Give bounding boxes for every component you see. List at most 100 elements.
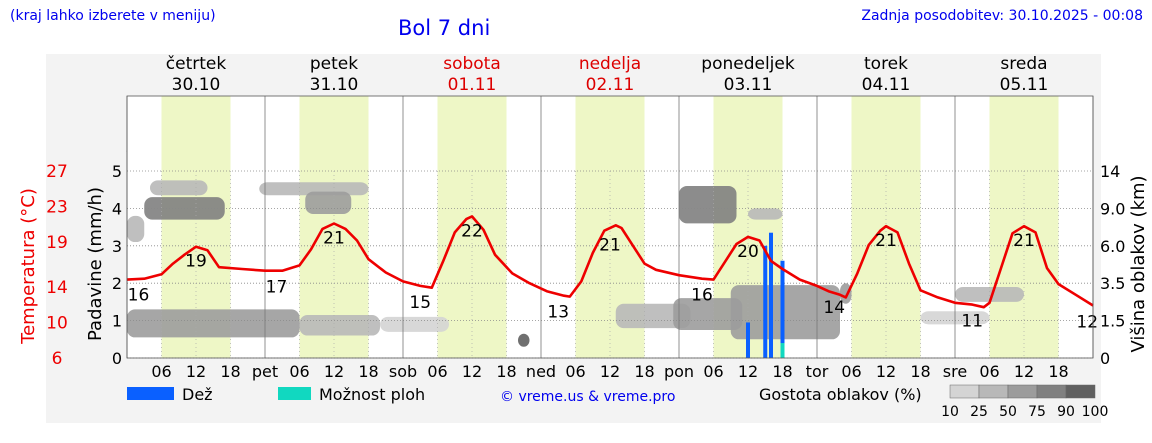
day-name: četrtek bbox=[166, 54, 227, 74]
x-tick-label: 12 bbox=[876, 362, 896, 381]
temperature-label: 16 bbox=[128, 286, 150, 306]
day-name: petek bbox=[310, 54, 358, 74]
cloud-height-tick-label: 3.5 bbox=[1100, 274, 1125, 293]
x-tick-label: 06 bbox=[427, 362, 447, 381]
cloud-density-blob bbox=[840, 283, 852, 304]
plot-area: 16 19 17 21 15 22 13 21 16 20 14 21 11 21 12 bbox=[126, 95, 1098, 359]
temperature-tick-label: 6 bbox=[52, 349, 63, 369]
x-tick-label: 12 bbox=[462, 362, 482, 381]
temperature-label: 21 bbox=[1013, 231, 1035, 251]
cloud-height-tick-label: 14 bbox=[1100, 162, 1120, 181]
x-tick-label: 06 bbox=[979, 362, 999, 381]
cloud-scale-label: 100 bbox=[1082, 404, 1109, 420]
day-name: ponedeljek bbox=[701, 54, 795, 74]
temperature-tick-label: 19 bbox=[46, 233, 68, 253]
x-tick-label: 12 bbox=[186, 362, 206, 381]
x-tick-label: 18 bbox=[910, 362, 930, 381]
x-tick-label: 06 bbox=[841, 362, 861, 381]
cloud-density-blob bbox=[518, 333, 530, 347]
rain-bar bbox=[780, 260, 785, 358]
temperature-label: 13 bbox=[547, 303, 569, 323]
rain-bar bbox=[763, 245, 768, 358]
location-title: Bol 7 dni bbox=[398, 16, 491, 40]
x-tick-label: sob bbox=[389, 362, 417, 381]
x-tick-label: 12 bbox=[600, 362, 620, 381]
temperature-tick-label: 27 bbox=[46, 162, 68, 182]
temperature-axis-title: Temperatura (°C) bbox=[18, 188, 39, 345]
day-date: 02.11 bbox=[586, 75, 635, 95]
precip-axis-title: Padavine (mm/h) bbox=[85, 187, 106, 341]
cloud-scale-swatch bbox=[1065, 384, 1096, 399]
x-tick-label: ned bbox=[526, 362, 556, 381]
temperature-label: 16 bbox=[691, 286, 713, 306]
cloud-height-tick-label: 6.0 bbox=[1100, 237, 1125, 256]
precip-tick-label: 2 bbox=[112, 274, 122, 293]
plot-frame bbox=[126, 95, 1094, 359]
temperature-label: 21 bbox=[599, 236, 621, 256]
day-date: 05.11 bbox=[1000, 75, 1049, 95]
x-tick-label: 18 bbox=[1048, 362, 1068, 381]
cloud-height-tick-label: 1.5 bbox=[1100, 312, 1125, 331]
x-tick-label: 06 bbox=[703, 362, 723, 381]
x-tick-label: 12 bbox=[324, 362, 344, 381]
cloud-density-blob bbox=[127, 309, 300, 338]
temperature-tick-label: 10 bbox=[46, 313, 68, 333]
precip-tick-label: 1 bbox=[112, 312, 122, 331]
cloud-density-legend-label: Gostota oblakov (%) bbox=[759, 385, 922, 404]
day-name: sobota bbox=[443, 54, 501, 74]
cloud-density-blob bbox=[127, 215, 145, 243]
cloud-density-blob bbox=[615, 303, 691, 329]
temperature-label: 11 bbox=[961, 312, 983, 332]
precip-tick-label: 4 bbox=[112, 199, 122, 218]
cloud-scale-label: 75 bbox=[1028, 404, 1046, 420]
temperature-label: 22 bbox=[461, 221, 483, 241]
temperature-line bbox=[126, 215, 1094, 309]
cloud-scale-swatch bbox=[978, 384, 1009, 399]
x-tick-label: pon bbox=[664, 362, 694, 381]
day-name: sreda bbox=[1000, 54, 1047, 74]
cloud-density-blob bbox=[299, 314, 380, 336]
cloud-height-tick-label: 0 bbox=[1100, 349, 1110, 368]
x-tick-label: 18 bbox=[358, 362, 378, 381]
day-date: 03.11 bbox=[724, 75, 773, 95]
x-tick-label: 06 bbox=[289, 362, 309, 381]
temperature-label: 21 bbox=[323, 229, 345, 249]
rain-legend-label: Dež bbox=[182, 385, 213, 404]
x-tick-label: 18 bbox=[496, 362, 516, 381]
storm-bar bbox=[780, 343, 785, 358]
cloud-density-blob bbox=[305, 191, 352, 215]
precip-tick-label: 5 bbox=[112, 162, 122, 181]
x-tick-label: 06 bbox=[151, 362, 171, 381]
day-name: nedelja bbox=[579, 54, 641, 74]
x-tick-label: 06 bbox=[565, 362, 585, 381]
cloud-scale-label: 10 bbox=[941, 404, 959, 420]
day-date: 30.10 bbox=[172, 75, 221, 95]
cloud-scale-label: 25 bbox=[970, 404, 988, 420]
day-date: 04.11 bbox=[862, 75, 911, 95]
axes: 06 12 18 pet 06 12 18 sob 06 12 18 ned 06 12 18 pon 06 12… bbox=[18, 162, 1149, 381]
x-tick-label: 18 bbox=[220, 362, 240, 381]
region-note[interactable]: (kraj lahko izberete v meniju) bbox=[10, 8, 216, 24]
temperature-label: 14 bbox=[823, 298, 845, 318]
x-tick-label: pet bbox=[252, 362, 278, 381]
temperature-tick-label: 23 bbox=[46, 198, 68, 218]
cloud-density-blob bbox=[730, 285, 840, 340]
cloud-density-blob bbox=[673, 298, 743, 330]
rain-legend-swatch bbox=[127, 387, 174, 400]
cloud-density-blob bbox=[380, 316, 449, 332]
cloud-density-blob bbox=[679, 185, 737, 224]
cloud-scale-swatch bbox=[1007, 384, 1038, 399]
temperature-label: 15 bbox=[409, 293, 431, 313]
cloud-scale-swatch bbox=[1036, 384, 1067, 399]
storm-legend-label: Možnost ploh bbox=[319, 385, 425, 404]
cloud-scale-swatch bbox=[949, 384, 980, 399]
day-date: 31.10 bbox=[310, 75, 359, 95]
x-tick-label: 12 bbox=[738, 362, 758, 381]
cloud-height-tick-label: 9.0 bbox=[1100, 199, 1125, 218]
x-tick-label: sre bbox=[943, 362, 967, 381]
temperature-label: 12 bbox=[1076, 312, 1098, 332]
cloud-density-blob bbox=[955, 286, 1024, 302]
temperature-tick-label: 14 bbox=[46, 278, 68, 298]
